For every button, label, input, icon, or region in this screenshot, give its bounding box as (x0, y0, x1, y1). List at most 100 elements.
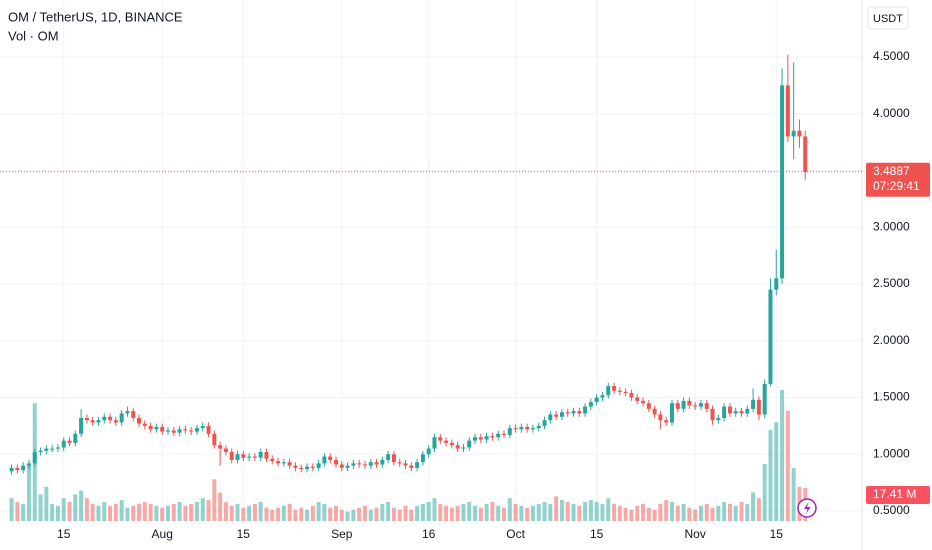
volume-bar (386, 502, 391, 521)
volume-bar (287, 503, 292, 521)
candle-body (362, 464, 367, 466)
volume-bar (449, 507, 454, 521)
candle-body (357, 463, 362, 465)
chart-subtitle: Vol · OM (8, 28, 59, 43)
volume-bar (420, 503, 425, 521)
price-pane (9, 54, 808, 475)
volume-bar (641, 503, 646, 521)
volume-bar (478, 507, 483, 521)
volume-bar (50, 503, 55, 521)
candle-body (652, 408, 657, 415)
candle-body (780, 85, 785, 279)
volume-bar (409, 509, 414, 521)
candle-body (449, 442, 454, 446)
volume-bar (264, 507, 269, 521)
volume-bar (681, 503, 686, 521)
candle-body (444, 440, 449, 443)
volume-bar (276, 507, 281, 521)
volume-bar (652, 509, 657, 521)
volume-bar (21, 503, 26, 521)
candle-body (785, 85, 790, 137)
y-tick-label: 4.0000 (873, 106, 910, 120)
candle-body (229, 451, 234, 460)
volume-bar (473, 505, 478, 521)
candle-body (322, 456, 327, 464)
x-tick-label: 15 (770, 527, 784, 541)
volume-bar (704, 503, 709, 521)
candle-body (113, 420, 118, 423)
volume-bar (559, 500, 564, 521)
volume-bar (15, 502, 20, 521)
volume-bar (38, 494, 43, 521)
x-axis: 15Aug15Sep16Oct15Nov15De (57, 527, 862, 541)
volume-bar (90, 503, 95, 521)
volume-bar (530, 505, 535, 521)
candle-body (55, 447, 60, 449)
candle-body (675, 403, 680, 409)
volume-bar (171, 503, 176, 521)
volume-bar (501, 507, 506, 521)
volume-bar (252, 503, 257, 521)
candle-body (519, 427, 524, 430)
candle-body (594, 397, 599, 403)
candle-body (693, 405, 698, 407)
volume-bar (391, 507, 396, 521)
volume-bar (241, 507, 246, 521)
volume-bar (194, 502, 199, 521)
candle-body (189, 430, 194, 432)
candle-body (380, 459, 385, 465)
volume-bar (108, 505, 113, 521)
volume-bar (200, 498, 205, 521)
volume-bar (351, 509, 356, 521)
candle-body (478, 437, 483, 440)
volume-bar (461, 503, 466, 521)
volume-bar (281, 505, 286, 521)
candle-body (513, 428, 518, 430)
volume-bar (374, 507, 379, 521)
candle-body (50, 448, 55, 450)
candle-body (9, 467, 14, 472)
volume-bar (9, 498, 14, 521)
candle-body (137, 417, 142, 424)
candle-body (316, 463, 321, 468)
candle-body (716, 417, 721, 421)
volume-bar (293, 509, 298, 521)
volume-bar (612, 503, 617, 521)
volume-bar (438, 503, 443, 521)
volume-bar (710, 507, 715, 521)
y-tick-label: 1.0000 (873, 446, 910, 460)
candle-body (501, 433, 506, 435)
volume-bar (484, 503, 489, 521)
volume-bar (756, 498, 761, 521)
volume-bar (455, 505, 460, 521)
volume-bar (125, 507, 130, 521)
volume-bar (675, 505, 680, 521)
volume-bar (328, 507, 333, 521)
candle-body (774, 278, 779, 290)
currency-box[interactable] (867, 6, 909, 30)
volume-bar (762, 464, 767, 521)
candle-body (61, 440, 66, 448)
volume-bar (635, 505, 640, 521)
volume-bar (791, 467, 796, 521)
volume-bar (55, 505, 60, 521)
candle-body (206, 425, 211, 434)
candle-body (542, 420, 547, 426)
volume-bar (577, 505, 582, 521)
volume-bar (322, 503, 327, 521)
candle-body (21, 465, 26, 471)
candle-body (328, 456, 333, 460)
currency[interactable]: USDT (873, 13, 903, 25)
candle-body (681, 400, 686, 409)
candle-body (467, 440, 472, 448)
candle-body (235, 454, 240, 460)
volume-bar (536, 503, 541, 521)
price-axis-panel (862, 0, 932, 550)
candle-body (391, 454, 396, 463)
volume-bar (432, 498, 437, 521)
volume-bar (229, 505, 234, 521)
candle-body (669, 403, 674, 423)
candle-body (79, 417, 84, 434)
last-volume-box (866, 485, 930, 504)
